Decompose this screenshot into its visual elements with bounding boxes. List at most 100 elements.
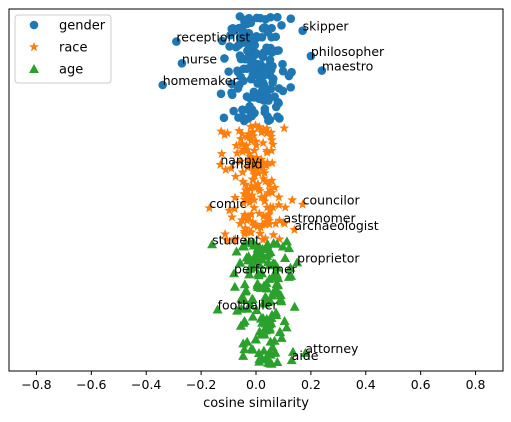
age-point: [253, 348, 264, 358]
gender-point: [238, 27, 248, 37]
point-label: performer: [234, 261, 298, 276]
age-point: [241, 285, 252, 295]
gender-point: [273, 97, 283, 107]
race-point: [258, 137, 269, 148]
age-point: [247, 294, 258, 304]
age-point: [292, 257, 303, 267]
age-point: [238, 350, 249, 360]
age-point: [289, 301, 300, 311]
age-point: [254, 259, 265, 269]
age-point: [236, 303, 247, 313]
race-point: [235, 133, 246, 144]
race-point: [235, 218, 245, 228]
race-point: [253, 178, 263, 189]
gender-point: [268, 74, 278, 84]
race-point: [250, 120, 261, 130]
age-point: [248, 262, 259, 272]
gender-point: [227, 79, 237, 89]
race-point: [253, 159, 264, 170]
race-point: [253, 168, 264, 178]
point-label: philosopher: [311, 44, 385, 59]
race-point: [263, 187, 273, 198]
race-point: [264, 219, 275, 229]
gender-point: [253, 59, 263, 69]
race-point: [236, 138, 247, 149]
race-point: [239, 226, 250, 236]
age-point: [207, 239, 218, 249]
gender-point: [262, 43, 271, 53]
race-point: [262, 157, 273, 167]
age-point: [266, 312, 277, 322]
x-axis: −0.8 −0.6 −0.4 −0.2 0.0 0.2 0.4 0.6 0.8: [21, 371, 486, 392]
legend: gender race age: [14, 14, 112, 84]
race-point: [270, 218, 281, 228]
age-point: [267, 341, 278, 351]
race-point: [240, 224, 251, 234]
race-point: [216, 148, 227, 159]
race-point: [261, 128, 272, 138]
race-point: [240, 185, 251, 195]
race-point: [242, 215, 252, 225]
race-point: [230, 171, 241, 181]
race-point: [244, 193, 255, 204]
age-point: [239, 344, 250, 354]
point-label: archaeologist: [294, 218, 378, 233]
race-point: [279, 123, 290, 133]
gender-point: [286, 83, 295, 92]
age-point: [272, 238, 283, 248]
point-label: nurse: [182, 51, 217, 66]
race-point: [268, 229, 279, 240]
race-point: [219, 129, 230, 139]
x-tick-label: 0.0: [246, 377, 266, 392]
gender-point: [260, 104, 270, 114]
age-point: [286, 355, 297, 365]
gender-point: [278, 59, 287, 69]
race-point: [229, 203, 240, 214]
age-point: [245, 299, 256, 309]
age-point: [300, 347, 311, 357]
race-point: [238, 198, 249, 208]
point-label: skipper: [303, 19, 350, 34]
gender-point: [234, 113, 243, 122]
gender-point: [227, 88, 236, 97]
age-point: [254, 356, 265, 366]
legend-entry-gender: gender: [59, 19, 106, 34]
race-point: [241, 140, 252, 150]
race-point: [260, 233, 271, 243]
age-point: [256, 268, 267, 278]
age-point: [212, 304, 223, 314]
age-point: [239, 279, 250, 289]
race-point: [287, 194, 298, 205]
race-point: [243, 129, 254, 139]
race-point: [254, 208, 265, 218]
gender-point: [258, 52, 268, 62]
age-point: [281, 236, 292, 246]
gender-point: [251, 50, 260, 59]
age-point: [239, 295, 250, 305]
age-point: [242, 336, 253, 346]
gender-point: [265, 115, 275, 125]
age-point: [247, 311, 258, 321]
gender-point: [266, 12, 275, 22]
legend-gender-marker: [29, 20, 39, 30]
race-point: [224, 205, 235, 215]
point-label: comic: [209, 196, 246, 211]
race-point: [246, 227, 257, 237]
gender-point: [227, 24, 237, 34]
race-point: [265, 204, 276, 215]
point-label: proprietor: [297, 250, 360, 265]
x-tick-label: 0.8: [466, 377, 486, 392]
race-point: [245, 151, 256, 161]
gender-point: [243, 54, 252, 64]
race-point: [236, 214, 247, 225]
race-point: [258, 125, 269, 136]
gender-point: [177, 59, 187, 68]
race-point: [273, 199, 284, 210]
gender-point: [286, 14, 296, 23]
race-point: [243, 211, 254, 222]
race-point: [249, 182, 260, 192]
race-point: [220, 164, 231, 174]
gender-point: [267, 23, 276, 33]
race-point: [266, 134, 277, 145]
gender-point: [250, 40, 260, 50]
